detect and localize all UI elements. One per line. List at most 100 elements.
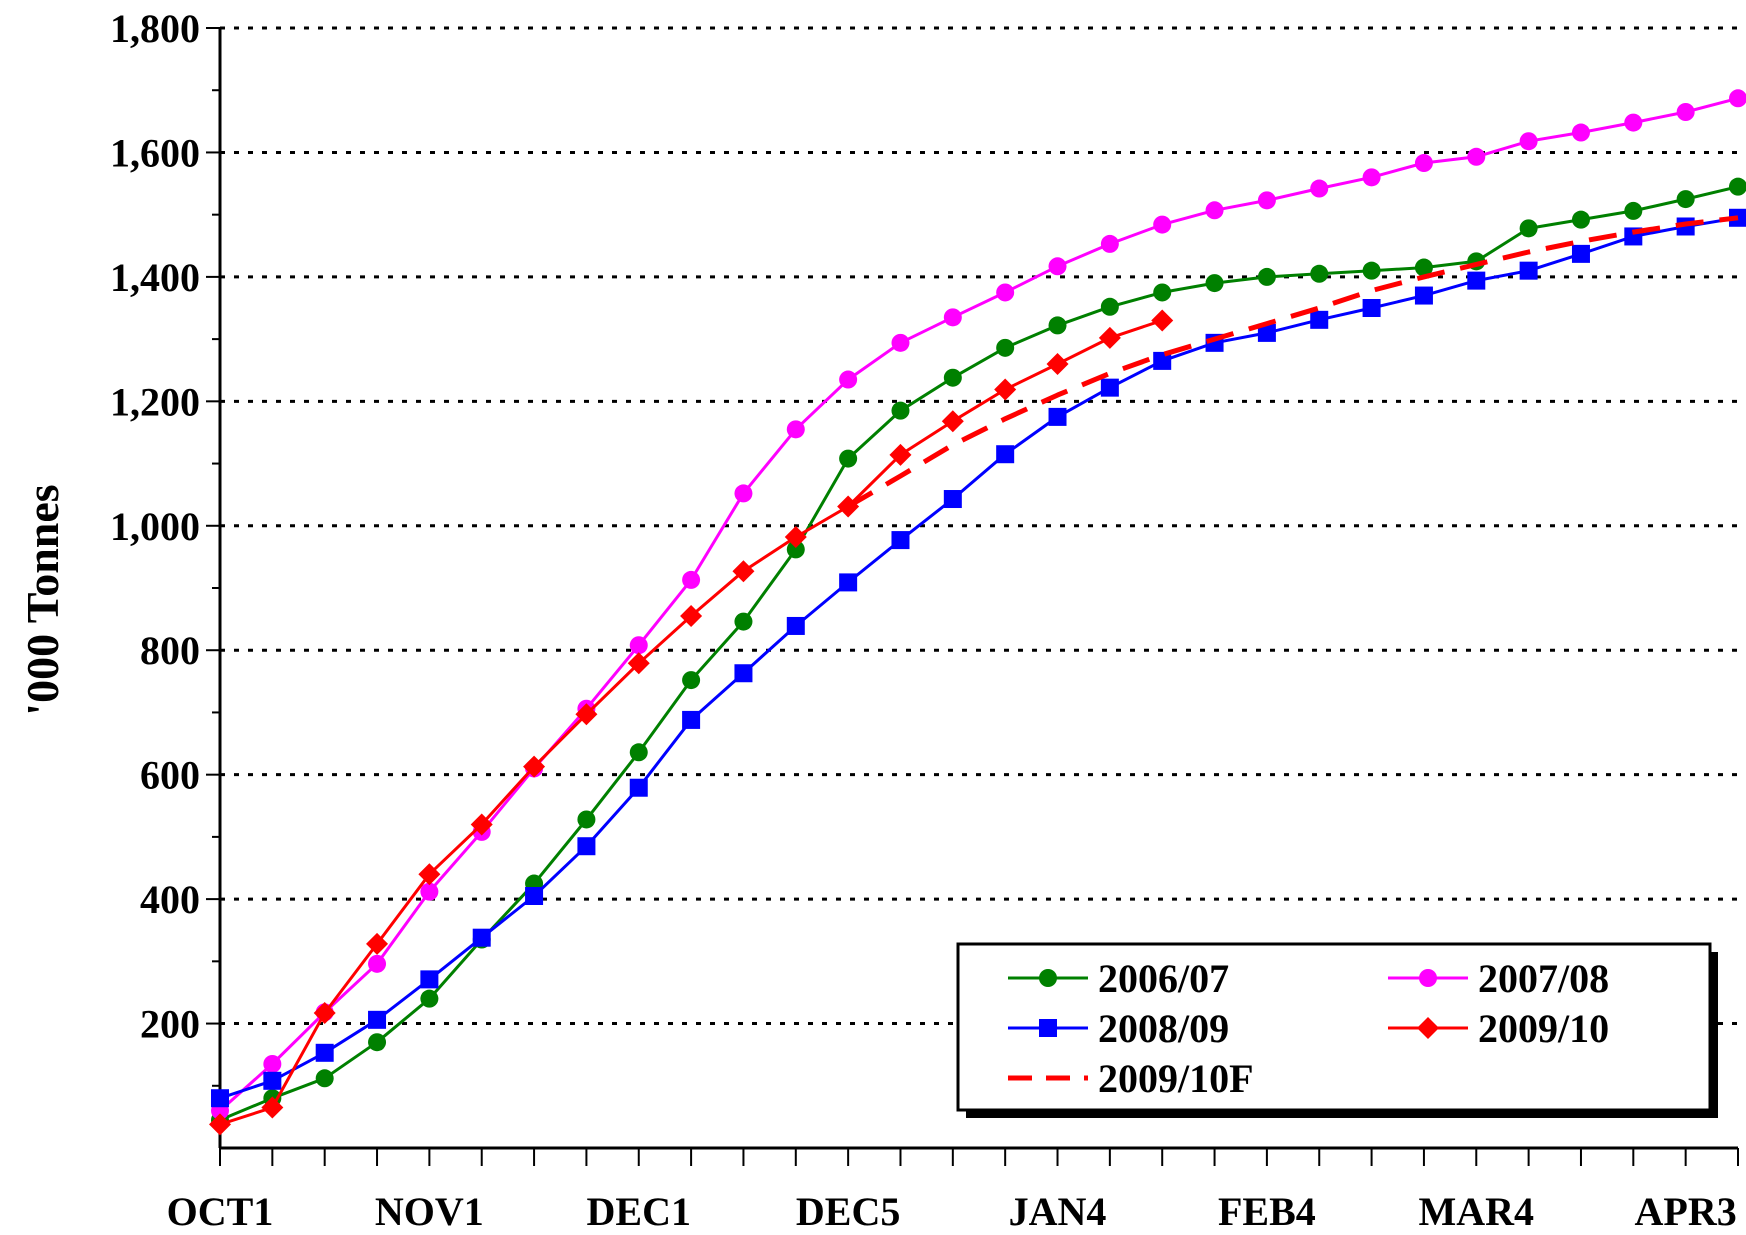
data-point [891, 401, 910, 420]
data-point [786, 420, 805, 439]
data-point [577, 810, 596, 829]
x-tick-labels: OCT1 NOV1 DEC1 DEC5 JAN4 FEB4 MAR4 APR3 [167, 1189, 1737, 1234]
data-point [1624, 201, 1643, 220]
data-point [839, 573, 858, 592]
data-point [1362, 261, 1381, 280]
data-point [1153, 215, 1172, 234]
data-point [1676, 103, 1695, 121]
data-point [1151, 309, 1174, 332]
x-tick-label: FEB4 [1218, 1189, 1316, 1234]
data-point [1039, 1019, 1057, 1037]
data-point [368, 1033, 387, 1052]
x-tick-label: OCT1 [167, 1189, 274, 1234]
axes [206, 27, 1739, 1166]
data-point [994, 378, 1017, 401]
data-point [420, 882, 439, 901]
y-tick-label: 1,600 [110, 130, 200, 175]
data-point [1310, 179, 1329, 198]
y-tick-label: 200 [140, 1002, 200, 1047]
data-point [1676, 190, 1695, 209]
data-point [418, 863, 441, 886]
data-point [420, 970, 439, 989]
data-point [470, 813, 493, 836]
data-point [1257, 323, 1276, 342]
data-point [1100, 378, 1119, 397]
data-point [315, 1043, 334, 1062]
data-point [1153, 351, 1172, 370]
data-point [734, 664, 753, 683]
y-tick-label: 800 [140, 628, 200, 673]
data-point [1519, 219, 1538, 238]
series-2009-10 [209, 309, 1174, 1136]
data-point [943, 308, 962, 327]
y-tick-label: 1,000 [110, 504, 200, 549]
data-point [889, 443, 912, 466]
data-point [1729, 89, 1746, 108]
data-point [891, 333, 910, 352]
data-point [315, 1069, 334, 1088]
data-point [629, 743, 648, 762]
data-point [627, 652, 650, 675]
data-point [1624, 113, 1643, 132]
legend-label: 2008/09 [1098, 1006, 1229, 1051]
x-tick-label: JAN4 [1009, 1189, 1107, 1234]
data-point [1100, 234, 1119, 253]
data-point [1257, 191, 1276, 210]
data-point [1467, 147, 1486, 166]
data-point [1100, 297, 1119, 316]
data-point [996, 338, 1015, 357]
legend-label: 2009/10 [1478, 1006, 1609, 1051]
y-tick-label: 600 [140, 753, 200, 798]
series-line [219, 96, 1739, 1112]
data-point [1419, 969, 1437, 987]
y-tick-labels: 200 400 600 800 1,000 1,200 1,400 1,600 1,800 [110, 6, 200, 1047]
gridlines [220, 26, 1738, 1026]
data-point [1257, 267, 1276, 286]
data-point [1729, 177, 1746, 196]
data-point [682, 671, 701, 690]
data-point [839, 370, 858, 389]
data-point [629, 778, 648, 797]
data-point [1571, 210, 1590, 229]
data-point [1362, 168, 1381, 187]
y-tick-label: 400 [140, 877, 200, 922]
series-2008-09 [211, 208, 1746, 1108]
data-point [943, 368, 962, 387]
data-point [941, 410, 964, 433]
data-point [1571, 244, 1590, 263]
data-point [211, 1089, 229, 1108]
x-tick-label: DEC5 [796, 1189, 900, 1234]
legend: 2006/07 2007/08 2008/09 2009/10 2009/10F [956, 942, 1718, 1118]
x-tick-label: NOV1 [375, 1189, 484, 1234]
data-point [786, 540, 805, 559]
data-point [682, 570, 701, 589]
data-point [575, 703, 598, 726]
data-point [682, 710, 701, 729]
data-point [1048, 407, 1067, 426]
data-point [1417, 1017, 1439, 1039]
data-point [577, 837, 596, 856]
data-point [1048, 257, 1067, 276]
series-line [846, 215, 1739, 509]
data-point [368, 1010, 387, 1029]
data-point [1153, 283, 1172, 302]
data-point [525, 887, 544, 905]
legend-label: 2006/07 [1098, 956, 1229, 1001]
data-point [680, 605, 703, 627]
x-tick-label: MAR4 [1419, 1189, 1535, 1234]
series-2009-10F [846, 215, 1739, 509]
data-point [472, 928, 491, 947]
y-tick-label: 1,800 [110, 6, 200, 51]
legend-label: 2007/08 [1478, 956, 1609, 1001]
y-axis-title: '000 Tonnes [17, 484, 68, 715]
data-point [943, 490, 962, 509]
series-lines [209, 89, 1746, 1136]
data-point [420, 989, 439, 1008]
data-point [368, 954, 387, 973]
data-point [996, 283, 1015, 302]
data-point [1414, 258, 1433, 277]
data-point [734, 612, 753, 631]
data-point [1362, 299, 1381, 317]
data-point [629, 636, 648, 655]
